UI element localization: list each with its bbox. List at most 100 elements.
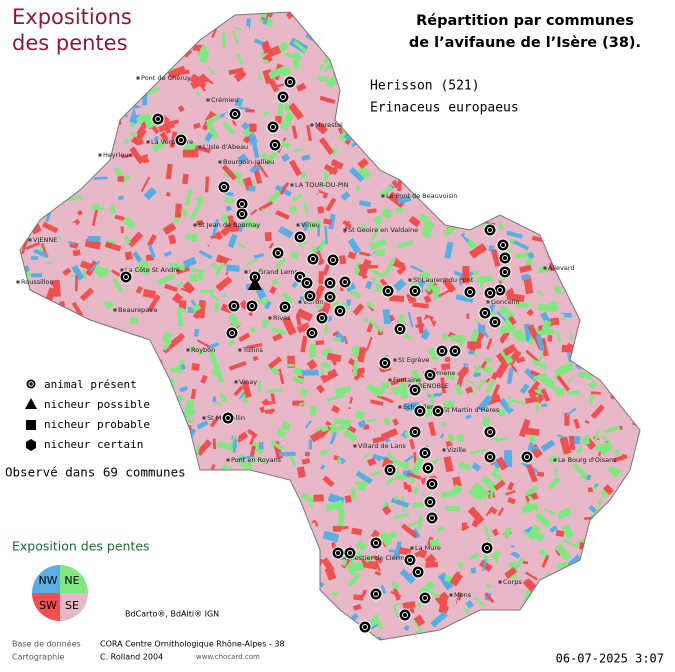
terrain-patch: [530, 74, 544, 89]
terrain-patch: [33, 112, 38, 120]
terrain-patch: [64, 62, 73, 68]
terrain-patch: [24, 182, 31, 189]
observation-ring: [347, 550, 353, 556]
town-label: Le Pont de Beauvoisin: [386, 192, 458, 200]
terrain-patch: [31, 177, 41, 186]
terrain-patch: [387, 191, 406, 208]
terrain-patch: [586, 93, 600, 101]
terrain-patch: [74, 275, 79, 292]
terrain-patch: [614, 374, 630, 390]
terrain-patch: [375, 284, 383, 293]
terrain-patch: [231, 30, 240, 45]
terrain-patch: [135, 285, 143, 294]
terrain-patch: [637, 265, 640, 277]
terrain-patch: [596, 552, 603, 559]
terrain-patch: [328, 634, 346, 640]
terrain-patch: [170, 546, 178, 554]
terrain-patch: [571, 99, 578, 107]
terrain-patch: [637, 580, 640, 589]
terrain-patch: [292, 376, 305, 384]
terrain-patch: [205, 167, 214, 176]
terrain-patch: [582, 256, 600, 273]
terrain-patch: [411, 456, 425, 475]
terrain-patch: [547, 122, 557, 130]
terrain-patch: [291, 611, 302, 624]
terrain-patch: [498, 59, 507, 72]
observation-ring: [327, 294, 333, 300]
terrain-patch: [117, 176, 125, 182]
terrain-patch: [184, 593, 193, 600]
town-dot: [193, 223, 197, 227]
terrain-patch: [357, 165, 372, 181]
terrain-patch: [546, 90, 555, 99]
credit-label: Cartographie: [12, 653, 64, 662]
terrain-patch: [620, 323, 632, 339]
terrain-patch: [427, 408, 432, 414]
terrain-patch: [20, 483, 22, 496]
terrain-patch: [522, 577, 537, 592]
terrain-patch: [340, 30, 351, 38]
terrain-patch: [470, 329, 480, 344]
terrain-patch: [627, 387, 636, 395]
terrain-patch: [381, 208, 393, 219]
terrain-patch: [329, 431, 337, 445]
terrain-patch: [371, 276, 377, 283]
terrain-patch: [182, 256, 197, 268]
terrain-patch: [327, 50, 337, 56]
terrain-patch: [591, 641, 603, 649]
terrain-patch: [601, 60, 608, 67]
terrain-patch: [89, 355, 102, 366]
terrain-patch: [646, 176, 663, 184]
terrain-patch: [616, 569, 633, 582]
terrain-patch: [396, 265, 407, 275]
observation-marker: [408, 425, 422, 439]
terrain-patch: [635, 514, 640, 523]
terrain-patch: [110, 588, 115, 594]
terrain-patch: [0, 538, 4, 549]
terrain-patch: [362, 12, 371, 21]
terrain-patch: [586, 340, 595, 351]
terrain-patch: [172, 439, 191, 454]
terrain-patch: [5, 567, 18, 577]
terrain-patch: [86, 145, 97, 158]
terrain-patch: [597, 395, 607, 402]
terrain-patch: [0, 387, 11, 404]
terrain-patch: [93, 485, 109, 499]
terrain-patch: [271, 545, 286, 559]
observation-ring: [492, 319, 498, 325]
terrain-patch: [282, 614, 291, 627]
terrain-patch: [49, 150, 60, 160]
terrain-patch: [154, 568, 165, 576]
terrain-patch: [325, 197, 337, 212]
terrain-patch: [526, 308, 535, 317]
terrain-patch: [111, 106, 122, 126]
terrain-patch: [194, 328, 200, 337]
terrain-patch: [220, 293, 227, 298]
terrain-patch: [609, 3, 616, 9]
terrain-patch: [292, 148, 304, 153]
town-dot: [244, 270, 248, 274]
terrain-patch: [137, 12, 143, 19]
terrain-patch: [84, 561, 93, 569]
terrain-patch: [288, 205, 298, 214]
terrain-patch: [160, 557, 167, 574]
terrain-patch: [71, 358, 80, 370]
terrain-patch: [32, 186, 39, 195]
terrain-patch: [385, 133, 397, 149]
terrain-patch: [20, 356, 23, 362]
terrain-patch: [625, 158, 632, 169]
terrain-patch: [617, 550, 633, 569]
terrain-patch: [228, 67, 244, 76]
terrain-patch: [208, 350, 218, 366]
terrain-patch: [617, 373, 630, 387]
terrain-patch: [541, 84, 558, 100]
terrain-patch: [576, 586, 584, 595]
town-dot: [198, 145, 202, 149]
terrain-patch: [476, 275, 493, 283]
terrain-patch: [229, 502, 242, 516]
terrain-patch: [357, 128, 366, 139]
terrain-patch: [326, 352, 342, 363]
terrain-patch: [204, 176, 210, 193]
terrain-patch: [185, 488, 198, 500]
terrain-patch: [185, 29, 195, 38]
